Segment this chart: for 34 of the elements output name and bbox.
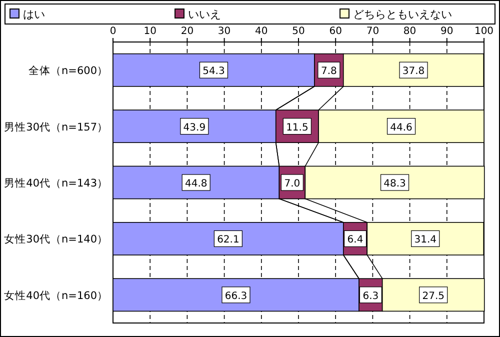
data-label: 37.8 <box>402 66 425 78</box>
y-tick-label: 女性30代（n=140） <box>4 234 108 246</box>
data-label: 54.3 <box>202 66 225 78</box>
x-tick-label: 0 <box>110 26 116 37</box>
data-label: 7.8 <box>320 66 337 78</box>
x-tick-label: 100 <box>474 26 494 37</box>
data-label: 48.3 <box>384 178 406 190</box>
y-tick-label: 男性40代（n=143） <box>4 178 108 190</box>
data-label: 11.5 <box>286 122 308 134</box>
data-label: 44.6 <box>390 122 412 134</box>
x-tick-label: 40 <box>255 26 268 37</box>
y-tick-label: 全体（n=600） <box>28 65 108 78</box>
data-label: 27.5 <box>422 290 444 302</box>
data-label: 6.3 <box>362 290 379 302</box>
data-label: 66.3 <box>224 290 248 302</box>
legend-label: はい <box>23 8 45 21</box>
y-tick-label: 女性40代（n=160） <box>4 290 108 302</box>
data-label: 6.4 <box>347 234 364 246</box>
data-label: 31.4 <box>414 234 437 246</box>
x-tick-label: 60 <box>329 26 342 37</box>
x-tick-label: 20 <box>180 26 194 37</box>
data-label: 62.1 <box>217 234 240 246</box>
legend-label: どちらともいえない <box>353 8 452 21</box>
x-tick-label: 90 <box>440 26 454 37</box>
x-tick-label: 50 <box>292 26 305 37</box>
x-tick-label: 10 <box>144 26 156 37</box>
data-label: 7.0 <box>284 178 300 190</box>
legend-label: いいえ <box>188 8 221 21</box>
data-label: 44.8 <box>184 178 208 190</box>
x-tick-label: 80 <box>403 26 416 37</box>
y-tick-label: 男性30代（n=157） <box>4 121 108 134</box>
data-label: 43.9 <box>183 122 206 134</box>
x-tick-label: 30 <box>218 26 231 37</box>
x-tick-label: 70 <box>366 26 380 37</box>
